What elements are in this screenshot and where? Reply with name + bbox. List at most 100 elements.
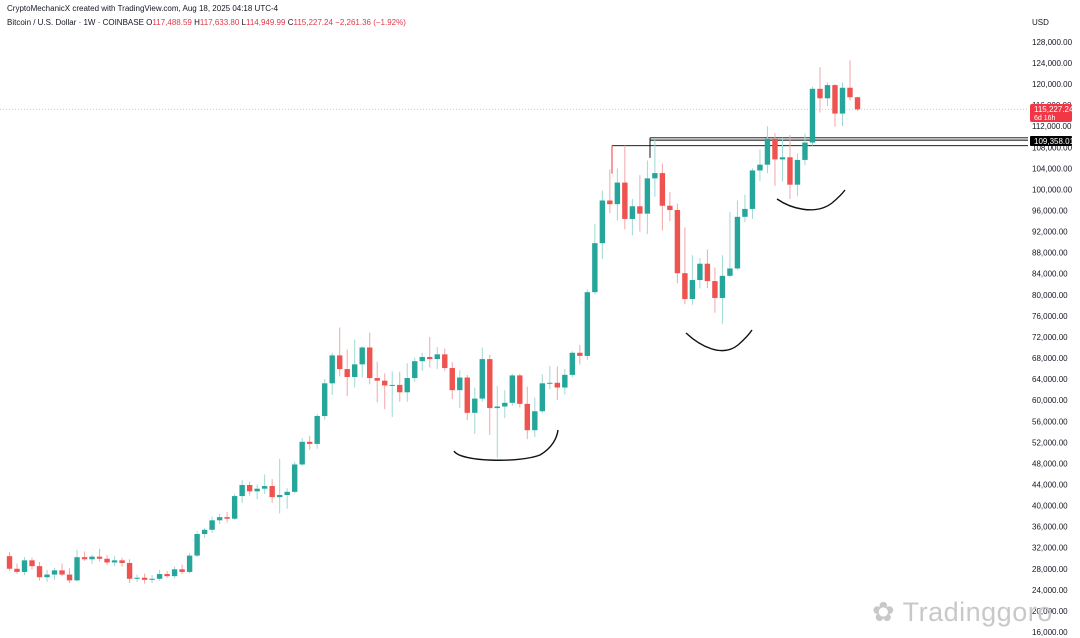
axis-tick-label: 56,000.00	[1032, 417, 1068, 426]
axis-tick-label: 124,000.00	[1032, 59, 1073, 68]
candle-body	[306, 441, 313, 444]
candle-body	[254, 488, 260, 492]
symbol-name: Bitcoin / U.S. Dollar · 1W · COINBASE	[7, 18, 144, 27]
candle-body	[59, 570, 65, 575]
candle-body	[622, 182, 628, 219]
candle-body	[434, 354, 440, 360]
candle-body	[134, 577, 140, 579]
candle-body	[314, 415, 320, 444]
axis-tick-label: 80,000.00	[1032, 291, 1068, 300]
candle-body	[749, 170, 756, 209]
axis-tick-label: 108,000.00	[1032, 143, 1073, 152]
candle-body	[689, 280, 696, 300]
candle-body	[14, 568, 20, 572]
candle-body	[427, 356, 433, 360]
candle-body	[329, 355, 335, 384]
level-tag	[1030, 136, 1072, 146]
candle-body	[276, 495, 283, 498]
candle-body	[697, 263, 703, 281]
candle-body	[194, 534, 200, 556]
candle-body	[809, 88, 816, 143]
axis-tick-label: 24,000.00	[1032, 586, 1068, 595]
axis-tick-label: 48,000.00	[1032, 459, 1068, 468]
candle-body	[712, 281, 718, 298]
candle-body	[674, 209, 681, 274]
axis-tick-label: 36,000.00	[1032, 523, 1068, 532]
last-price-tag	[1030, 104, 1072, 122]
candle-body	[96, 556, 103, 559]
candle-body	[186, 555, 193, 572]
candle-body	[231, 496, 238, 519]
candle-body	[772, 138, 778, 160]
ohlc-high: 117,633.80	[199, 18, 240, 27]
candle-body	[832, 85, 838, 114]
candle-body	[659, 173, 666, 206]
watermark-text: Tradinggoro	[902, 597, 1053, 627]
candle-body	[442, 354, 448, 369]
chart-credit: CryptoMechanicX created with TradingView…	[7, 4, 279, 13]
axis-tick-label: 88,000.00	[1032, 249, 1068, 258]
candle-body	[577, 352, 583, 356]
axis-tick-label: 40,000.00	[1032, 502, 1068, 511]
candle-body	[472, 398, 478, 413]
axis-tick-label: 128,000.00	[1032, 38, 1073, 47]
candle-body	[149, 578, 155, 580]
candle-body	[344, 369, 350, 377]
candle-body	[104, 558, 110, 563]
candle-body	[824, 85, 831, 99]
axis-tick-label: 76,000.00	[1032, 312, 1068, 321]
candle-body	[291, 464, 298, 492]
candle-body	[412, 361, 418, 379]
watermark-logo-icon: ✿	[872, 597, 896, 627]
ohlc-open: 117,488.59	[152, 18, 192, 27]
candle-body	[517, 375, 523, 404]
candle-body	[569, 352, 576, 375]
candle-body	[449, 368, 455, 391]
candle-body	[629, 206, 636, 219]
candle-body	[246, 485, 253, 492]
candle-body	[614, 182, 621, 205]
axis-tick-label: 112,000.00	[1032, 122, 1072, 131]
ohlc-high-label: H	[194, 18, 200, 27]
axis-tick-label: 16,000.00	[1032, 628, 1068, 637]
candle-body	[21, 560, 28, 572]
candle-body	[126, 562, 133, 579]
candle-body	[299, 441, 305, 465]
price-axis: 16,000.00 20,000.00 24,000.00 28,000.00 32,0…	[1032, 38, 1073, 637]
candle-body	[261, 486, 268, 489]
candle-body	[374, 378, 380, 381]
annotation-curve	[685, 329, 753, 352]
candle-body	[682, 273, 688, 300]
axis-tick-label: 72,000.00	[1032, 333, 1068, 342]
candle-body	[704, 263, 711, 282]
candle-body	[637, 206, 643, 214]
axis-tick-label: 60,000.00	[1032, 396, 1068, 405]
axis-tick-label: 68,000.00	[1032, 354, 1068, 363]
candle-body	[794, 159, 801, 185]
axis-currency-label: USD	[1032, 18, 1049, 27]
candle-body	[36, 566, 43, 578]
candle-body	[29, 560, 35, 567]
candle-body	[66, 574, 73, 581]
candle-body	[524, 403, 531, 431]
candle-body	[382, 380, 388, 386]
candle-body	[599, 200, 606, 244]
candle-body	[547, 382, 553, 384]
candle-body	[201, 529, 208, 535]
candle-body	[404, 378, 410, 393]
candle-body	[742, 208, 748, 217]
candle-body	[119, 560, 125, 563]
candle-body	[141, 577, 148, 580]
candle-body	[532, 411, 538, 431]
axis-tick-label: 28,000.00	[1032, 565, 1068, 574]
candle-body	[419, 356, 425, 362]
candle-body	[779, 157, 786, 160]
candle-body	[494, 406, 500, 409]
candle-body	[554, 382, 561, 388]
axis-tick-label: 100,000.00	[1032, 185, 1073, 194]
candle-body	[81, 557, 88, 560]
candle-body	[562, 374, 568, 388]
candle-body	[359, 347, 365, 365]
candle-body	[224, 517, 230, 519]
